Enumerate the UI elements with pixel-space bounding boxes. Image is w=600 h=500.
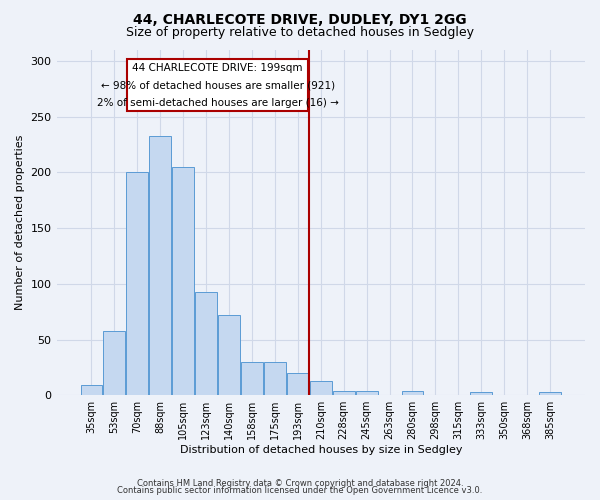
Bar	[333, 391, 355, 395]
Bar	[470, 392, 492, 395]
Text: 44 CHARLECOTE DRIVE: 199sqm: 44 CHARLECOTE DRIVE: 199sqm	[133, 62, 303, 72]
X-axis label: Distribution of detached houses by size in Sedgley: Distribution of detached houses by size …	[179, 445, 462, 455]
Text: Contains HM Land Registry data © Crown copyright and database right 2024.: Contains HM Land Registry data © Crown c…	[137, 478, 463, 488]
Bar	[241, 362, 263, 395]
Bar	[127, 172, 148, 395]
Bar	[172, 167, 194, 395]
Text: 2% of semi-detached houses are larger (16) →: 2% of semi-detached houses are larger (1…	[97, 98, 338, 108]
Bar	[310, 380, 332, 395]
Bar	[287, 373, 309, 395]
Bar	[264, 362, 286, 395]
Bar	[218, 315, 240, 395]
Y-axis label: Number of detached properties: Number of detached properties	[15, 135, 25, 310]
Bar	[127, 59, 308, 111]
Bar	[103, 330, 125, 395]
Text: Size of property relative to detached houses in Sedgley: Size of property relative to detached ho…	[126, 26, 474, 39]
Bar	[149, 136, 171, 395]
Text: Contains public sector information licensed under the Open Government Licence v3: Contains public sector information licen…	[118, 486, 482, 495]
Bar	[356, 391, 377, 395]
Bar	[80, 385, 103, 395]
Text: 44, CHARLECOTE DRIVE, DUDLEY, DY1 2GG: 44, CHARLECOTE DRIVE, DUDLEY, DY1 2GG	[133, 12, 467, 26]
Bar	[401, 391, 424, 395]
Text: ← 98% of detached houses are smaller (921): ← 98% of detached houses are smaller (92…	[101, 80, 335, 90]
Bar	[539, 392, 561, 395]
Bar	[195, 292, 217, 395]
